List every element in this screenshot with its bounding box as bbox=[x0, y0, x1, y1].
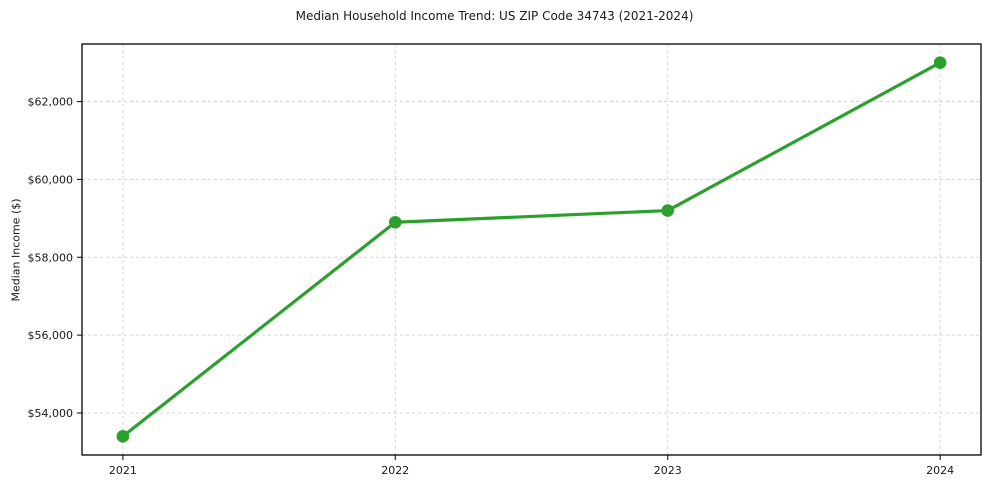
data-point-marker bbox=[933, 56, 947, 69]
y-tick-label: $58,000 bbox=[28, 251, 74, 264]
x-tick-label: 2023 bbox=[654, 464, 682, 477]
data-point-marker bbox=[661, 204, 675, 217]
y-tick-label: $54,000 bbox=[28, 407, 74, 420]
data-point-marker bbox=[388, 215, 402, 229]
x-tick-label: 2024 bbox=[926, 464, 954, 477]
plot-border bbox=[81, 43, 982, 456]
y-tick-label: $56,000 bbox=[28, 329, 74, 342]
data-point-marker bbox=[116, 430, 130, 443]
x-tick-label: 2021 bbox=[109, 464, 137, 477]
x-tick-label: 2022 bbox=[381, 464, 409, 477]
y-tick-label: $62,000 bbox=[28, 96, 74, 109]
chart-title: Median Household Income Trend: US ZIP Co… bbox=[295, 9, 694, 23]
y-tick-label: $60,000 bbox=[28, 173, 74, 186]
trend-line bbox=[121, 61, 942, 438]
